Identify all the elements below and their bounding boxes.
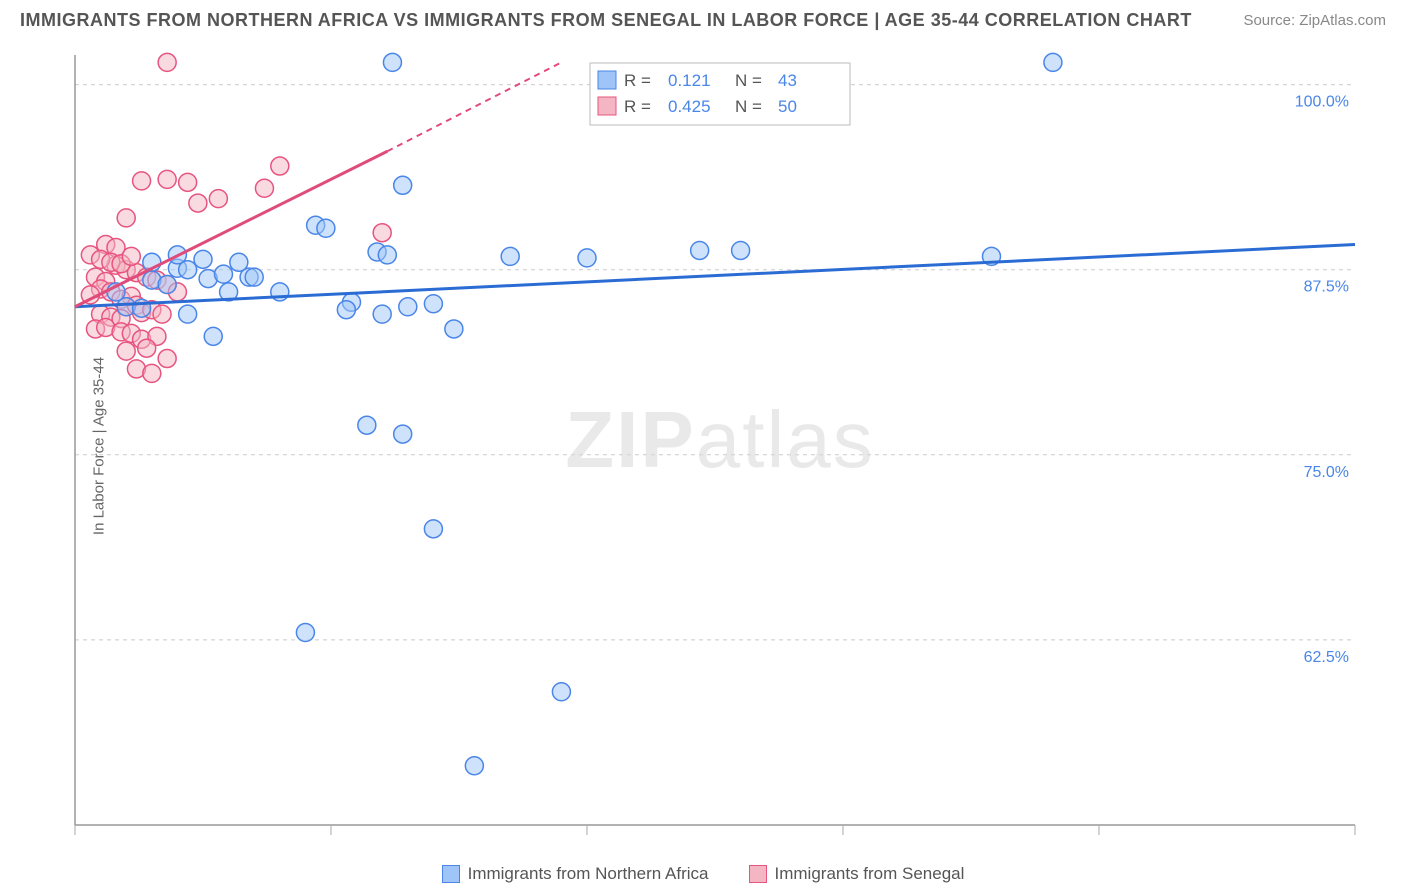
data-point [214,265,232,283]
y-tick-label: 75.0% [1304,464,1349,481]
y-tick-label: 87.5% [1304,279,1349,296]
data-point [158,350,176,368]
data-point [204,327,222,345]
y-tick-label: 62.5% [1304,649,1349,666]
data-point [373,224,391,242]
legend-n-label: N = [735,97,762,116]
data-point [732,241,750,259]
data-point [117,342,135,360]
data-point [399,298,417,316]
legend-r-value: 0.425 [668,97,711,116]
legend-n-value: 43 [778,71,797,90]
legend-swatch [749,865,767,883]
page-title: IMMIGRANTS FROM NORTHERN AFRICA VS IMMIG… [20,10,1192,31]
data-point [373,305,391,323]
data-point [194,250,212,268]
legend-swatch [442,865,460,883]
legend-n-label: N = [735,71,762,90]
data-point [358,416,376,434]
data-point [143,364,161,382]
data-point [245,268,263,286]
data-point [337,301,355,319]
legend-r-label: R = [624,71,651,90]
data-point [209,190,227,208]
legend-series-label: Immigrants from Senegal [775,864,965,884]
legend-item: Immigrants from Northern Africa [442,864,709,884]
data-point [138,339,156,357]
trend-line [75,245,1355,307]
data-point [424,520,442,538]
legend-r-label: R = [624,97,651,116]
data-point [133,172,151,190]
data-point [691,241,709,259]
data-point [1044,53,1062,71]
data-point [117,209,135,227]
data-point [179,305,197,323]
data-point [179,173,197,191]
legend-swatch [598,97,616,115]
data-point [394,425,412,443]
y-tick-label: 100.0% [1295,94,1349,111]
data-point [153,305,171,323]
correlation-chart: ZIPatlas 62.5%75.0%87.5%100.0%0.0%25.0%R… [55,45,1385,835]
data-point [578,249,596,267]
data-point [230,253,248,271]
legend-r-value: 0.121 [668,71,711,90]
data-point [445,320,463,338]
data-point [383,53,401,71]
trend-line-extrapolated [387,62,561,151]
data-point [158,53,176,71]
data-point [317,219,335,237]
source-label: Source: ZipAtlas.com [1243,12,1386,29]
legend-n-value: 50 [778,97,797,116]
data-point [255,179,273,197]
data-point [424,295,442,313]
data-point [394,176,412,194]
data-point [465,757,483,775]
data-point [189,194,207,212]
bottom-legend: Immigrants from Northern Africa Immigrant… [0,864,1406,884]
legend-series-label: Immigrants from Northern Africa [468,864,709,884]
data-point [271,157,289,175]
legend-swatch [598,71,616,89]
chart-svg: 62.5%75.0%87.5%100.0%0.0%25.0%R =0.121N … [55,45,1385,835]
data-point [122,247,140,265]
data-point [296,624,314,642]
data-point [158,276,176,294]
data-point [552,683,570,701]
data-point [378,246,396,264]
legend-item: Immigrants from Senegal [749,864,965,884]
data-point [501,247,519,265]
data-point [158,170,176,188]
